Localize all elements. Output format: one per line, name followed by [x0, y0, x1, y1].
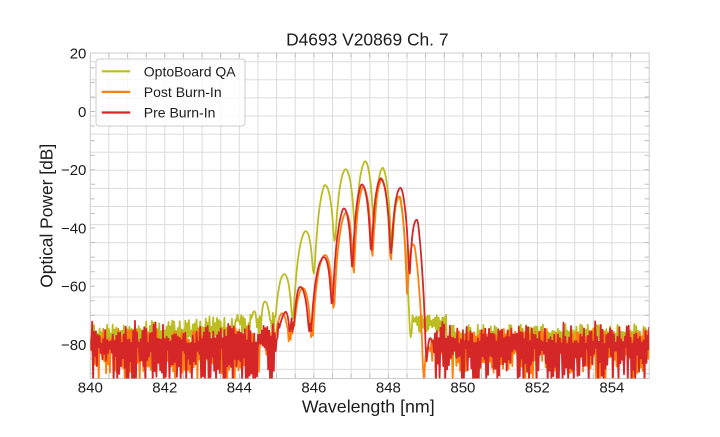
svg-text:0: 0: [78, 104, 86, 121]
svg-text:840: 840: [78, 379, 103, 396]
svg-text:848: 848: [376, 379, 401, 396]
svg-text:20: 20: [70, 46, 87, 63]
svg-text:850: 850: [450, 379, 475, 396]
svg-text:Wavelength [nm]: Wavelength [nm]: [302, 397, 435, 417]
svg-text:842: 842: [152, 379, 177, 396]
svg-text:−80: −80: [61, 337, 86, 354]
svg-text:D4693 V20869 Ch. 7: D4693 V20869 Ch. 7: [286, 29, 448, 49]
svg-text:−20: −20: [61, 162, 86, 179]
svg-text:852: 852: [525, 379, 550, 396]
svg-text:Pre Burn-In: Pre Burn-In: [144, 105, 216, 121]
svg-text:−60: −60: [61, 279, 86, 296]
svg-text:OptoBoard QA: OptoBoard QA: [144, 63, 236, 79]
svg-text:Post Burn-In: Post Burn-In: [144, 84, 222, 100]
svg-text:854: 854: [599, 379, 624, 396]
svg-text:844: 844: [227, 379, 252, 396]
svg-text:846: 846: [301, 379, 326, 396]
svg-text:Optical Power [dB]: Optical Power [dB]: [36, 144, 56, 288]
svg-text:−40: −40: [61, 220, 86, 237]
